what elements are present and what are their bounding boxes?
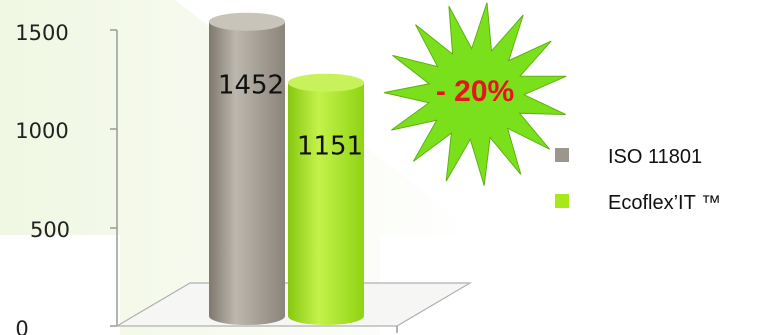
bar-iso-11801-top — [209, 12, 285, 31]
data-label-iso: 1452 — [218, 71, 284, 101]
bar-ecoflex-top — [288, 73, 364, 92]
starburst-annotation — [383, 2, 567, 186]
y-tick-label-500: 500 — [30, 218, 70, 242]
bar-iso-11801-body — [209, 21, 285, 326]
legend-swatch-ecoflex — [555, 194, 569, 208]
y-tick-label-1000: 1000 — [15, 119, 68, 143]
legend-swatch-iso — [555, 148, 569, 162]
bar-iso-11801 — [209, 12, 285, 326]
y-tick-label-0: 0 — [15, 317, 28, 335]
bar-ecoflex — [288, 73, 364, 325]
starburst-label: - 20% — [436, 75, 514, 108]
y-tick-label-1500: 1500 — [15, 21, 68, 45]
legend-label-iso: ISO 11801 — [608, 146, 702, 168]
bars-group — [209, 12, 364, 326]
legend-label-ecoflex: Ecoflex’IT ™ — [608, 192, 721, 214]
data-label-ecoflex: 1151 — [297, 132, 363, 162]
bar-ecoflex-body — [288, 82, 364, 325]
